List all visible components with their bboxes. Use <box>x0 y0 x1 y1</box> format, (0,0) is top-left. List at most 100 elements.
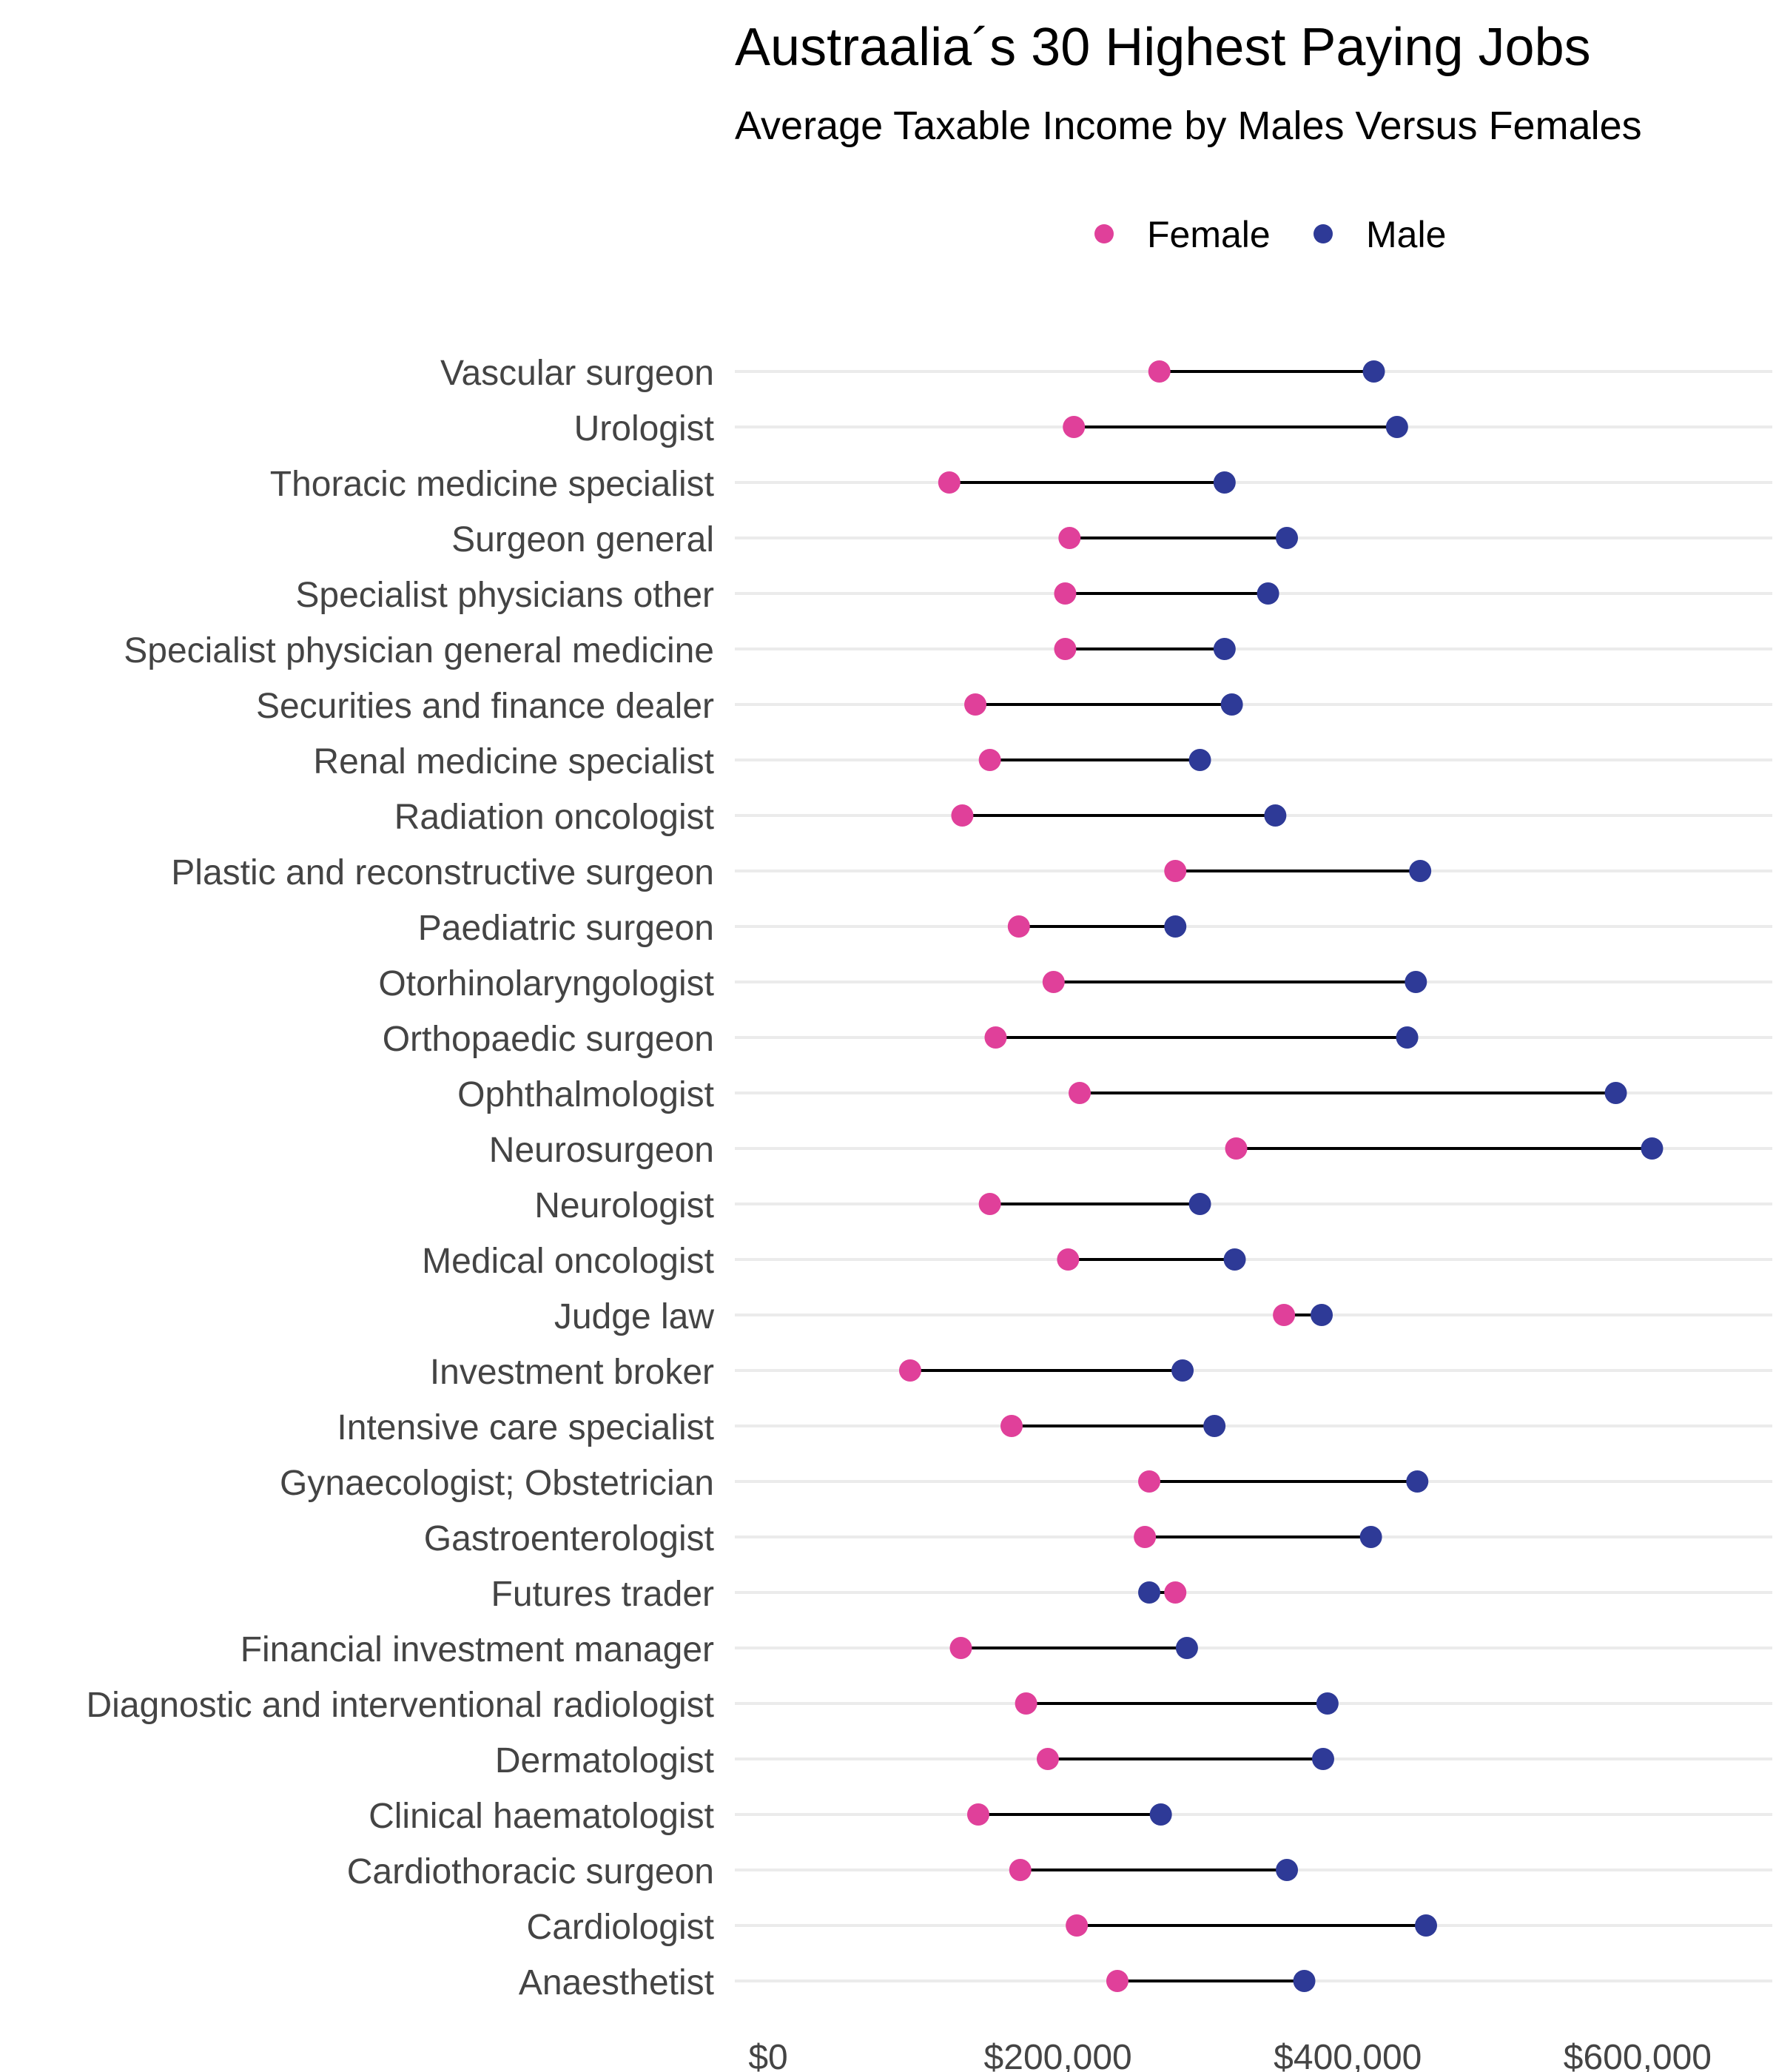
x-tick-label: $200,000 <box>984 2038 1132 2072</box>
male-point <box>1188 749 1211 771</box>
female-point <box>964 693 987 716</box>
male-point <box>1175 1637 1198 1659</box>
category-label: Neurologist <box>534 1186 714 1225</box>
female-point <box>1057 1248 1080 1271</box>
male-point <box>1311 1748 1334 1770</box>
female-point <box>1164 1581 1187 1604</box>
male-point <box>1164 915 1187 938</box>
category-label: Investment broker <box>430 1353 714 1392</box>
female-point <box>1054 638 1077 660</box>
category-label: Radiation oncologist <box>394 798 714 837</box>
male-point <box>1220 693 1243 716</box>
male-point <box>1311 1304 1333 1326</box>
female-point <box>1138 1470 1161 1493</box>
male-point <box>1359 1526 1382 1548</box>
female-point <box>1106 1970 1128 1992</box>
male-point <box>1276 1859 1299 1881</box>
female-point <box>1066 1914 1089 1937</box>
legend: Female Male <box>1094 214 1446 255</box>
female-point <box>1134 1526 1157 1548</box>
legend-male-label: Male <box>1366 214 1446 255</box>
category-label: Ophthalmologist <box>457 1075 714 1114</box>
male-point <box>1213 471 1236 494</box>
plot-area: Vascular surgeon Urologist Thoracic medici… <box>86 354 1772 2002</box>
female-point <box>898 1359 921 1382</box>
category-label: Futures trader <box>491 1575 714 1614</box>
male-point <box>1604 1082 1627 1104</box>
male-point <box>1223 1248 1246 1271</box>
category-label: Gynaecologist; Obstetrician <box>280 1464 714 1503</box>
female-point <box>1000 1415 1023 1437</box>
male-point <box>1203 1415 1226 1437</box>
category-label: Surgeon general <box>451 520 714 559</box>
male-point <box>1264 804 1287 827</box>
category-label: Cardiologist <box>527 1908 714 1947</box>
female-point <box>1069 1082 1092 1104</box>
male-point <box>1396 1026 1419 1049</box>
category-label: Anaesthetist <box>519 1963 714 2002</box>
category-label: Orthopaedic surgeon <box>383 1020 714 1059</box>
female-point <box>1036 1748 1059 1770</box>
female-point <box>1148 360 1171 383</box>
male-point <box>1385 416 1408 438</box>
category-label: Vascular surgeon <box>440 354 714 393</box>
category-label: Plastic and reconstructive surgeon <box>171 853 714 892</box>
category-label: Intensive care specialist <box>337 1408 714 1447</box>
female-point <box>1063 416 1086 438</box>
female-point <box>1042 971 1065 993</box>
legend-male-dot <box>1314 224 1333 243</box>
category-label: Medical oncologist <box>422 1242 714 1281</box>
legend-female-label: Female <box>1147 214 1271 255</box>
female-point <box>938 471 961 494</box>
chart-subtitle: Average Taxable Income by Males Versus F… <box>735 104 1642 148</box>
category-label: Otorhinolaryngologist <box>378 964 714 1003</box>
category-label: Securities and finance dealer <box>256 687 714 726</box>
male-point <box>1293 1970 1316 1992</box>
female-point <box>1273 1304 1296 1326</box>
male-point <box>1415 1914 1438 1937</box>
category-label: Financial investment manager <box>240 1630 714 1669</box>
category-label: Specialist physician general medicine <box>124 631 714 670</box>
category-label: Gastroenterologist <box>424 1519 714 1558</box>
x-tick-label: $600,000 <box>1564 2038 1712 2072</box>
x-axis: $0 $200,000 $400,000 $600,000 <box>748 2038 1712 2072</box>
x-tick-label: $0 <box>748 2038 787 2072</box>
female-point <box>1007 915 1030 938</box>
female-point <box>1164 860 1187 882</box>
category-label: Judge law <box>554 1297 714 1336</box>
category-label: Renal medicine specialist <box>313 742 714 781</box>
female-point <box>1054 582 1077 605</box>
female-point <box>1058 527 1081 549</box>
female-point <box>966 1803 989 1826</box>
category-label: Urologist <box>574 409 714 448</box>
female-point <box>984 1026 1007 1049</box>
male-point <box>1276 527 1299 549</box>
male-point <box>1406 1470 1429 1493</box>
category-label: Cardiothoracic surgeon <box>347 1852 714 1891</box>
legend-female-dot <box>1094 224 1114 243</box>
chart-title: Austraalia´s 30 Highest Paying Jobs <box>735 18 1591 77</box>
female-point <box>1009 1859 1032 1881</box>
female-point <box>951 804 974 827</box>
female-point <box>949 1637 972 1659</box>
female-point <box>978 749 1001 771</box>
male-point <box>1362 360 1385 383</box>
male-point <box>1149 1803 1172 1826</box>
male-point <box>1188 1193 1211 1215</box>
male-point <box>1171 1359 1194 1382</box>
category-label: Thoracic medicine specialist <box>270 465 714 504</box>
category-label: Clinical haematologist <box>369 1797 714 1836</box>
x-tick-label: $400,000 <box>1274 2038 1422 2072</box>
category-label: Neurosurgeon <box>489 1131 714 1170</box>
category-label: Dermatologist <box>495 1741 714 1780</box>
female-point <box>978 1193 1001 1215</box>
category-label: Paediatric surgeon <box>418 909 714 948</box>
female-point <box>1225 1137 1248 1160</box>
male-point <box>1641 1137 1664 1160</box>
male-point <box>1257 582 1279 605</box>
male-point <box>1138 1581 1161 1604</box>
male-point <box>1405 971 1427 993</box>
category-label: Specialist physicians other <box>295 576 714 615</box>
male-point <box>1213 638 1236 660</box>
male-point <box>1409 860 1432 882</box>
